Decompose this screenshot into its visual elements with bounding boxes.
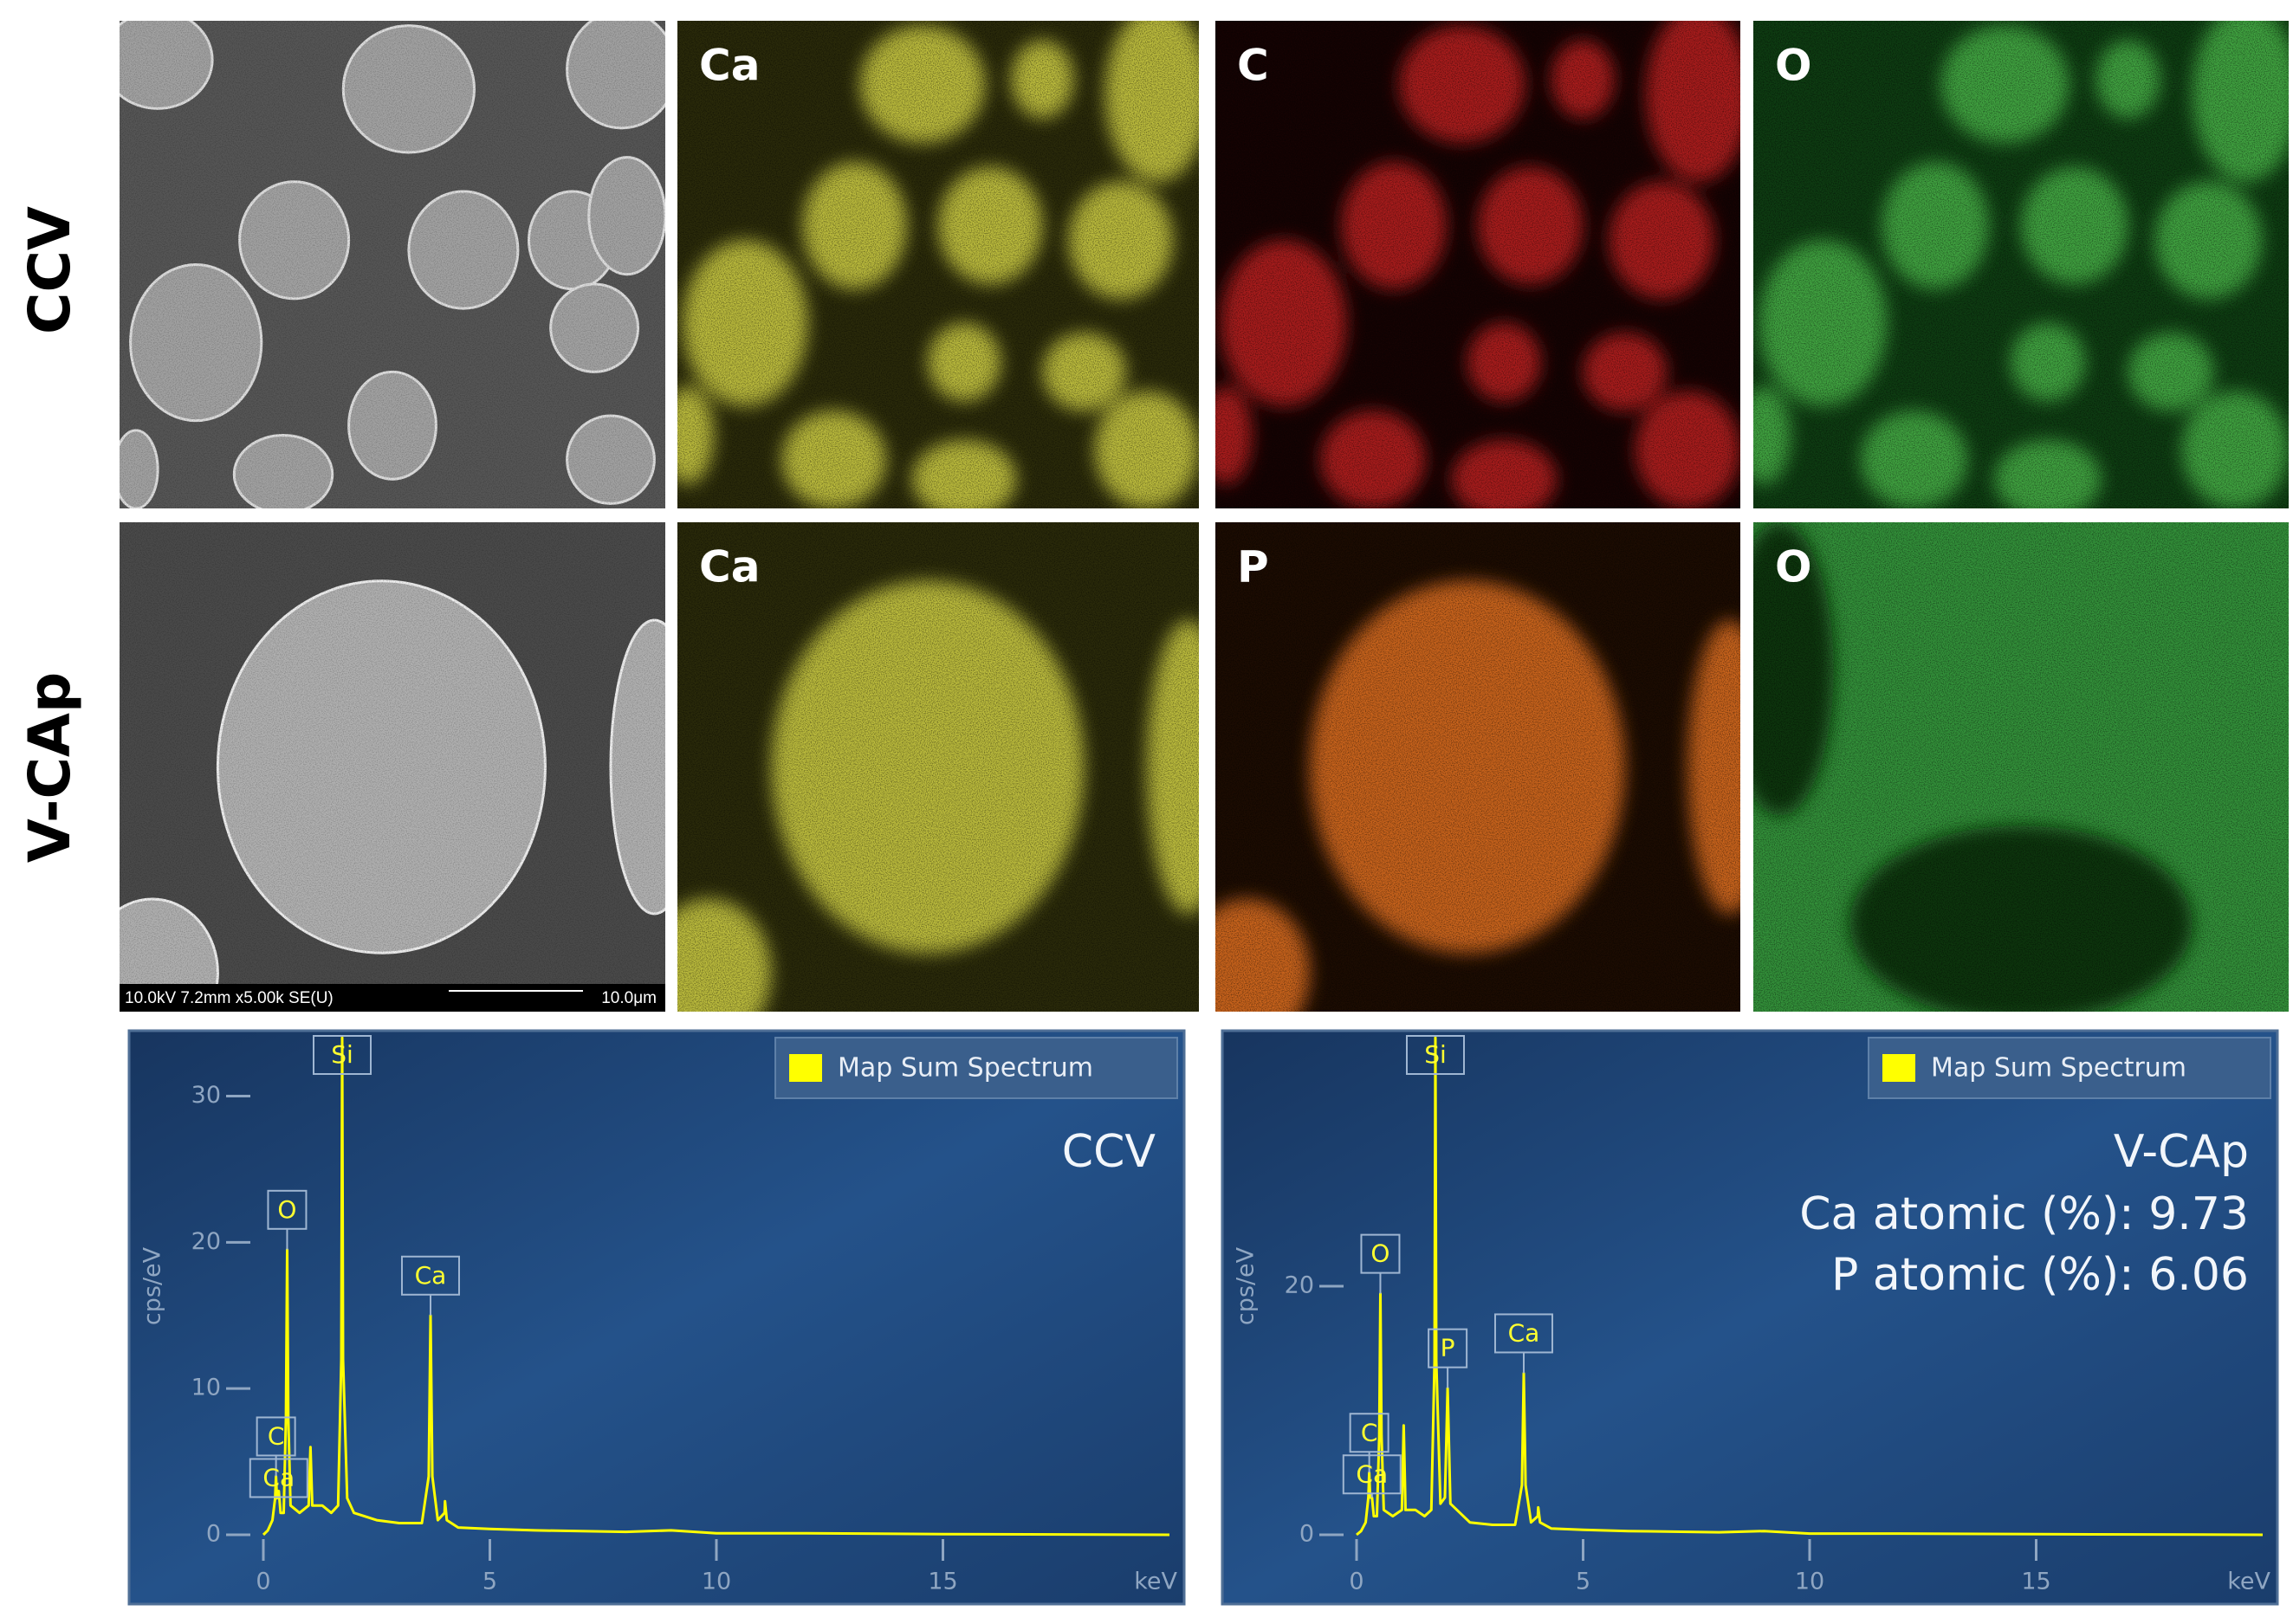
x-tick-label: 10 — [1795, 1569, 1824, 1595]
peak-label-box — [313, 1035, 372, 1075]
peak-label: Ca — [1356, 1459, 1388, 1488]
legend-box — [774, 1037, 1178, 1099]
eds-map — [677, 522, 1199, 1012]
sample-label: V-CAp — [2114, 1126, 2249, 1178]
x-tick-label: 5 — [483, 1569, 497, 1595]
noise — [677, 21, 1199, 508]
noise — [677, 522, 1199, 1012]
eds-map — [677, 21, 1199, 508]
map-label: P — [1237, 542, 1269, 592]
noise — [120, 522, 665, 1012]
x-tick-label: 10 — [702, 1569, 731, 1595]
eds-map — [1753, 522, 2289, 1012]
y-tick-label: 0 — [1299, 1521, 1314, 1548]
legend-swatch — [1882, 1054, 1915, 1082]
y-tick-label: 20 — [191, 1228, 221, 1255]
legend-box — [1868, 1037, 2271, 1099]
peak-label-box — [1428, 1328, 1468, 1368]
peak-label-box — [400, 1255, 460, 1296]
x-tick-label: 15 — [2021, 1569, 2050, 1595]
y-tick-label: 30 — [191, 1082, 221, 1109]
peak-label: C — [268, 1421, 285, 1450]
sem-settings: 10.0kV 7.2mm x5.00k SE(U) — [125, 989, 334, 1007]
eds-map — [1215, 21, 1740, 508]
sem-image — [120, 522, 665, 1012]
eds-map — [1215, 522, 1740, 1012]
eds-map — [1753, 21, 2289, 508]
peak-label-box — [1342, 1454, 1402, 1495]
map-label: Ca — [699, 41, 760, 91]
y-axis-label: cps/eV — [1233, 1246, 1260, 1325]
legend-label: Map Sum Spectrum — [838, 1053, 1093, 1084]
peak-label: O — [277, 1195, 296, 1224]
map-label: C — [1237, 41, 1269, 91]
peak-label-box — [267, 1189, 308, 1230]
legend-swatch — [789, 1054, 822, 1082]
sem-image — [120, 21, 665, 508]
sem-info-bar — [120, 984, 665, 1012]
annotation: P atomic (%): 6.06 — [1831, 1249, 2249, 1301]
row-label: V-CAp — [16, 672, 83, 863]
sample-label: CCV — [1062, 1126, 1156, 1178]
peak-label-box — [1406, 1035, 1466, 1075]
y-axis-label: cps/eV — [139, 1246, 166, 1325]
peak-label: Ca — [262, 1463, 295, 1491]
annotation: Ca atomic (%): 9.73 — [1799, 1188, 2249, 1240]
legend-label: Map Sum Spectrum — [1931, 1053, 2186, 1084]
peak-label: Si — [1424, 1040, 1447, 1069]
x-tick-label: 0 — [1349, 1569, 1363, 1595]
peak-label: O — [1370, 1239, 1389, 1268]
noise — [1753, 21, 2289, 508]
peak-label-box — [1493, 1313, 1553, 1354]
y-tick-label: 10 — [191, 1375, 221, 1401]
map-label: O — [1775, 542, 1812, 592]
spectrum-line — [262, 1036, 1170, 1537]
row-label: CCV — [16, 206, 83, 334]
noise — [1215, 21, 1740, 508]
peak-label: Ca — [1508, 1318, 1540, 1347]
sem-scale: 10.0μm — [601, 989, 657, 1007]
map-label: Ca — [699, 542, 760, 592]
peak-label-box — [249, 1458, 308, 1498]
peak-label-box — [1360, 1233, 1401, 1274]
x-axis-label: keV — [2227, 1569, 2270, 1595]
peak-label-box — [1349, 1413, 1389, 1453]
x-tick-label: 15 — [928, 1569, 957, 1595]
y-tick-label: 20 — [1285, 1272, 1314, 1299]
peak-label: Ca — [415, 1261, 447, 1290]
map-label: O — [1775, 41, 1812, 91]
x-tick-label: 0 — [256, 1569, 270, 1595]
noise — [120, 21, 665, 508]
peak-label: Si — [331, 1040, 353, 1069]
x-tick-label: 5 — [1576, 1569, 1590, 1595]
noise — [1215, 522, 1740, 1012]
noise — [1753, 522, 2289, 1012]
spectrum-panel — [1221, 1029, 2279, 1606]
peak-label-box — [256, 1416, 296, 1457]
spectrum-line — [1356, 1036, 2264, 1537]
peak-label: C — [1361, 1418, 1378, 1446]
x-axis-label: keV — [1134, 1569, 1177, 1595]
y-tick-label: 0 — [206, 1521, 221, 1548]
peak-label: P — [1441, 1334, 1455, 1362]
